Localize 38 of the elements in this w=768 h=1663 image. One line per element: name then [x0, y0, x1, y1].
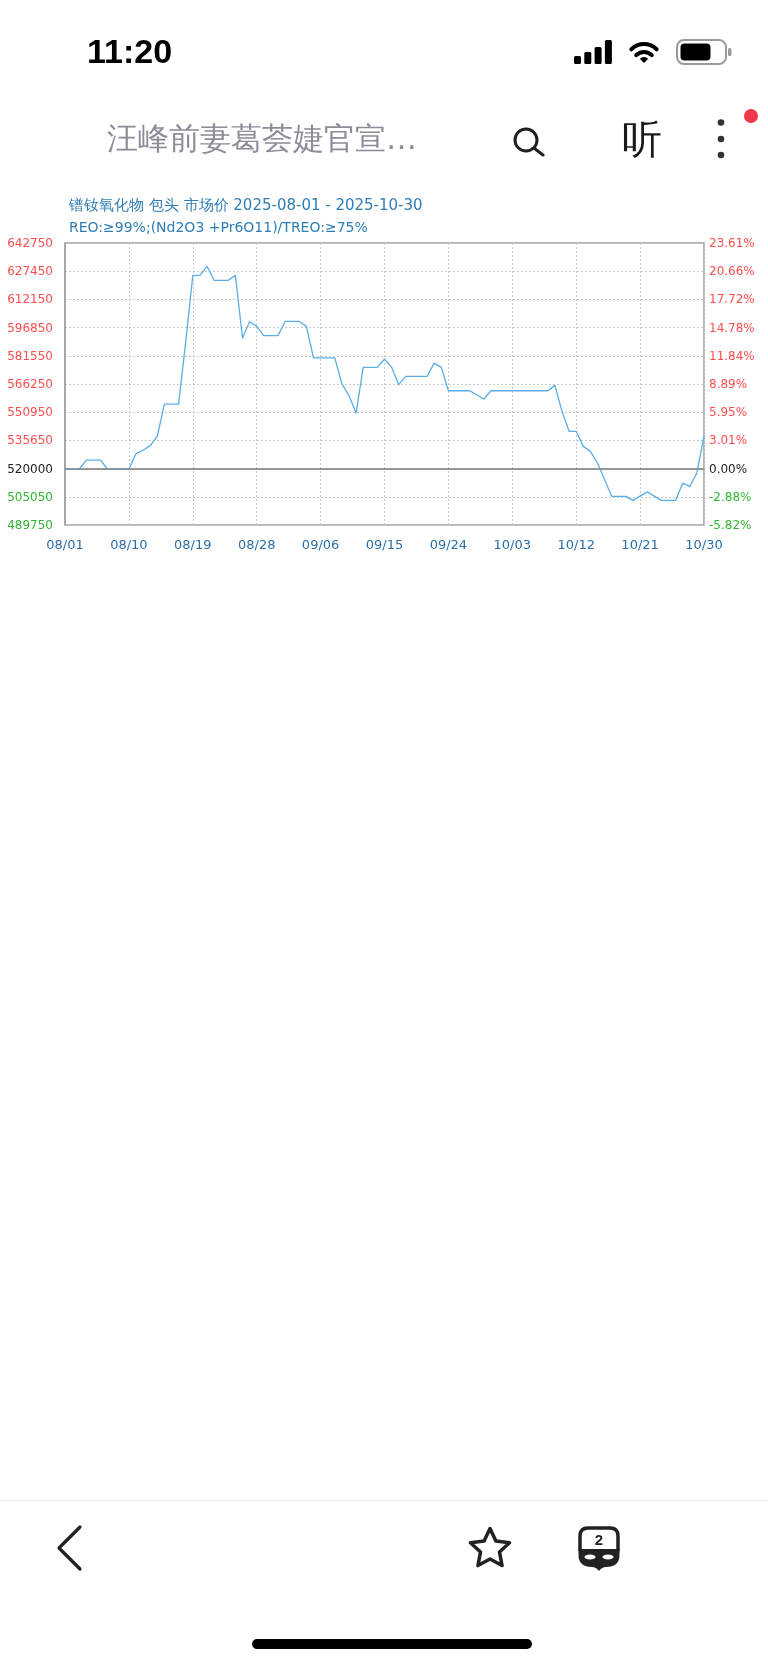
y-tick-label: 581550: [7, 348, 53, 363]
x-tick-label: 08/28: [237, 537, 276, 552]
x-tick-label: 08/19: [174, 537, 212, 552]
y2-tick-label: 11.84%: [709, 348, 755, 363]
x-tick-label: 10/12: [557, 537, 595, 552]
text: 听: [622, 116, 662, 162]
y2-tick-label: 0.00%: [709, 462, 748, 477]
x-tick-label: 10/30: [685, 537, 723, 552]
y2-tick-label: -5.82%: [709, 518, 752, 532]
text: 11:20: [87, 31, 173, 71]
y-tick-label: 535650: [7, 433, 53, 448]
x-tick-label: 09/15: [365, 537, 404, 552]
x-tick-label: 10/21: [621, 537, 659, 552]
y2-tick-label: 3.01%: [709, 433, 748, 448]
text: 汪峰前妻葛荟婕官宣…: [107, 119, 417, 157]
chart-subtitle: REO:≥99%;(Nd2O3 +Pr6O11)/TREO:≥75%: [69, 219, 368, 235]
x-tick-label: 09/06: [301, 537, 340, 552]
x-tick-label: 09/24: [429, 537, 468, 552]
y-tick-label: 489750: [7, 518, 53, 532]
y2-tick-label: -2.88%: [709, 489, 752, 504]
x-tick-label: 08/10: [110, 537, 148, 552]
y-tick-label: 505050: [7, 489, 53, 504]
y2-tick-label: 23.61%: [709, 236, 755, 250]
y2-tick-label: 5.95%: [709, 405, 748, 420]
y2-tick-label: 14.78%: [709, 320, 755, 335]
y-tick-label: 627450: [7, 264, 53, 279]
y2-tick-label: 20.66%: [709, 264, 755, 279]
y-tick-label: 566250: [7, 377, 53, 391]
y2-tick-label: 17.72%: [709, 292, 755, 307]
x-tick-label: 10/03: [493, 537, 532, 552]
chart-title: 镨钕氧化物 包头 市场价 2025-08-01 - 2025-10-30: [68, 195, 423, 214]
y-tick-label: 550950: [7, 405, 53, 420]
y-tick-label: 642750: [7, 236, 53, 250]
y-tick-label: 596850: [7, 320, 53, 335]
y2-tick-label: 8.89%: [709, 377, 748, 392]
x-tick-label: 08/01: [46, 537, 84, 552]
y-tick-label: 612150: [7, 292, 53, 307]
y-tick-label: 520000: [7, 462, 53, 477]
